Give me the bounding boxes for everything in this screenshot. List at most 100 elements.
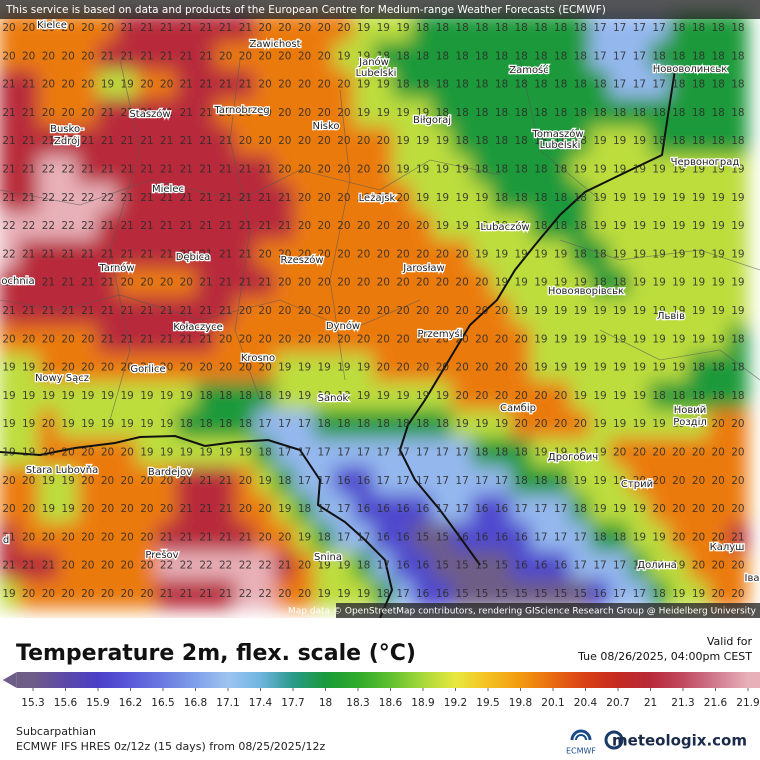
field-cell xyxy=(333,211,355,241)
field-cell xyxy=(629,41,650,71)
city-label: Tarnów xyxy=(98,262,134,274)
field-cell xyxy=(648,296,670,326)
field-cell xyxy=(451,409,473,439)
grid-value: 20 xyxy=(357,135,370,147)
field-cell xyxy=(254,98,276,128)
field-cell xyxy=(727,352,749,383)
grid-value: 21 xyxy=(219,475,232,487)
grid-value: 19 xyxy=(672,248,685,260)
field-cell xyxy=(97,494,118,524)
field-cell xyxy=(550,352,571,383)
grid-value: 18 xyxy=(652,135,665,147)
grid-value: 21 xyxy=(121,305,134,317)
field-cell xyxy=(372,41,394,71)
grid-value: 18 xyxy=(436,50,449,62)
field-cell xyxy=(235,183,256,213)
field-cell xyxy=(175,154,197,185)
field-cell xyxy=(97,296,118,326)
grid-value: 19 xyxy=(357,362,370,374)
grid-value: 20 xyxy=(298,135,311,147)
field-cell xyxy=(235,494,256,524)
field-cell xyxy=(313,211,335,241)
grid-value: 19 xyxy=(436,192,449,204)
field-cell xyxy=(0,551,20,581)
field-cell xyxy=(668,551,690,581)
grid-value: 18 xyxy=(495,50,508,62)
grid-value: 20 xyxy=(81,447,94,459)
field-cell xyxy=(432,409,453,439)
grid-value: 20 xyxy=(318,248,331,260)
grid-value: 19 xyxy=(101,418,114,430)
grid-value: 16 xyxy=(475,503,489,515)
field-cell xyxy=(451,211,473,241)
field-cell xyxy=(372,98,394,128)
grid-value: 20 xyxy=(377,220,390,232)
field-cell xyxy=(274,466,296,496)
field-cell xyxy=(294,69,315,100)
grid-value: 20 xyxy=(455,333,468,345)
field-cell xyxy=(38,522,59,553)
field-cell xyxy=(550,69,571,100)
grid-value: 19 xyxy=(692,588,705,600)
field-cell xyxy=(707,551,729,581)
field-cell xyxy=(727,98,749,128)
field-cell xyxy=(609,126,631,156)
grid-value: 19 xyxy=(436,220,449,232)
field-cell xyxy=(668,296,690,326)
grid-value: 18 xyxy=(574,220,587,232)
grid-value: 21 xyxy=(180,79,193,91)
grid-value: 20 xyxy=(298,107,311,119)
grid-value: 19 xyxy=(574,277,587,289)
grid-value: 15 xyxy=(475,588,488,600)
grid-value: 20 xyxy=(337,22,350,34)
grid-value: 19 xyxy=(652,560,665,572)
colorbar-tick-label: 18 xyxy=(319,697,332,709)
field-cell xyxy=(333,437,355,468)
field-cell xyxy=(97,409,118,439)
grid-value: 21 xyxy=(278,192,291,204)
grid-value: 22 xyxy=(81,192,94,204)
grid-value: 20 xyxy=(436,333,449,345)
field-cell xyxy=(688,409,709,439)
field-cell xyxy=(0,268,20,298)
grid-value: 20 xyxy=(81,531,94,543)
grid-value: 20 xyxy=(652,475,665,487)
grid-value: 19 xyxy=(613,305,626,317)
grid-value: 16 xyxy=(396,531,410,543)
grid-value: 21 xyxy=(180,220,193,232)
field-cell xyxy=(156,13,177,43)
grid-value: 17 xyxy=(554,531,567,543)
grid-value: 18 xyxy=(593,531,606,543)
field-cell xyxy=(510,69,532,100)
grid-value: 21 xyxy=(219,220,232,232)
grid-value: 18 xyxy=(554,79,567,91)
grid-value: 21 xyxy=(101,50,114,62)
grid-value: 20 xyxy=(2,333,15,345)
field-cell xyxy=(333,296,355,326)
grid-value: 16 xyxy=(593,588,607,600)
field-cell xyxy=(491,126,512,156)
field-cell xyxy=(156,381,177,411)
field-cell xyxy=(491,211,512,241)
colorbar-tick-label: 17.1 xyxy=(216,697,239,709)
field-cell xyxy=(235,239,256,270)
grid-value: 19 xyxy=(534,277,547,289)
field-cell xyxy=(392,296,414,326)
field-cell xyxy=(57,352,79,383)
field-cell xyxy=(333,239,355,270)
field-cell xyxy=(707,211,729,241)
field-cell xyxy=(629,13,650,43)
grid-value: 17 xyxy=(357,531,370,543)
grid-value: 17 xyxy=(593,22,606,34)
colorbar-tick-label: 19.8 xyxy=(509,697,532,709)
grid-value: 17 xyxy=(377,447,390,459)
grid-value: 19 xyxy=(652,277,665,289)
grid-value: 19 xyxy=(396,135,409,147)
field-cell xyxy=(589,98,611,128)
grid-value: 19 xyxy=(416,107,429,119)
field-cell xyxy=(38,211,59,241)
grid-value: 20 xyxy=(396,220,409,232)
city-label: Львів xyxy=(657,310,685,322)
field-cell xyxy=(392,352,414,383)
field-cell xyxy=(175,437,197,468)
